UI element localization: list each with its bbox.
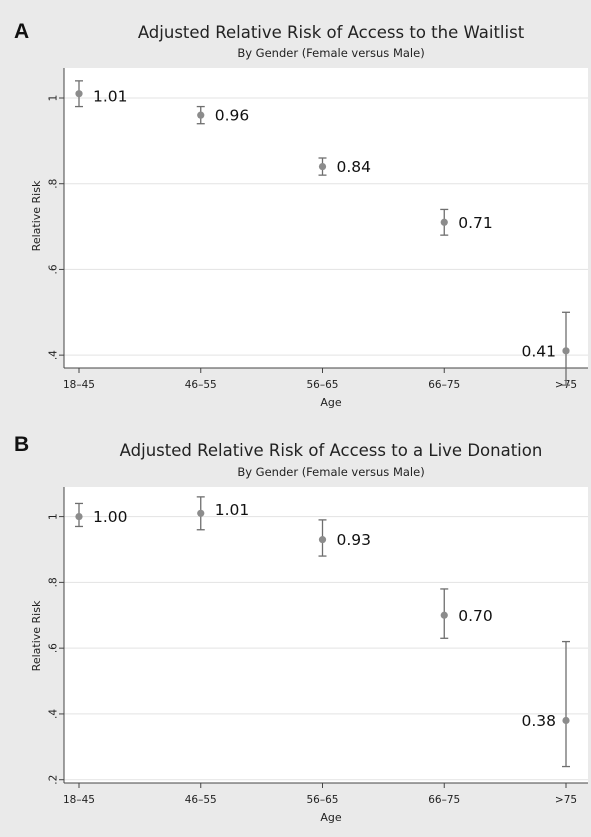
x-axis-label-a: Age: [320, 396, 342, 409]
x-tick-label-a-3: 66–75: [428, 379, 460, 391]
y-tick-label-a-1: .6: [48, 264, 60, 274]
data-point-b-3: [440, 611, 448, 619]
data-label-a-0: 1.01: [93, 87, 128, 105]
x-tick-label-a-2: 56–65: [307, 379, 339, 391]
data-point-b-0: [75, 513, 83, 521]
data-label-b-3: 0.70: [458, 607, 493, 625]
data-label-a-4: 0.41: [521, 342, 556, 360]
x-tick-label-b-0: 18–45: [63, 794, 95, 806]
x-tick-label-b-2: 56–65: [307, 794, 339, 806]
data-label-a-2: 0.84: [337, 158, 372, 176]
chart-subtitle-b: By Gender (Female versus Male): [237, 465, 424, 479]
y-tick-label-a-2: .8: [48, 179, 60, 189]
y-tick-label-b-4: 1: [48, 513, 60, 520]
x-tick-label-b-3: 66–75: [428, 794, 460, 806]
plot-area-b: [64, 487, 588, 783]
chart-title-a: Adjusted Relative Risk of Access to the …: [138, 23, 525, 42]
chart-subtitle-a: By Gender (Female versus Male): [237, 46, 424, 60]
data-point-a-4: [562, 347, 570, 355]
ci-bar-b-4: [562, 640, 570, 768]
data-label-b-1: 1.01: [215, 501, 250, 519]
y-axis-label-a: Relative Risk: [30, 180, 43, 251]
panel-a: A Adjusted Relative Risk of Access to th…: [14, 20, 588, 409]
y-tick-label-b-2: .6: [48, 643, 60, 653]
plot-area-a: [64, 68, 588, 368]
data-point-a-3: [440, 218, 448, 226]
data-label-b-0: 1.00: [93, 508, 128, 526]
y-tick-label-b-3: .8: [48, 577, 60, 587]
y-tick-label-a-0: .4: [48, 350, 60, 360]
panel-b: B Adjusted Relative Risk of Access to a …: [14, 433, 588, 824]
panel-letter-a: A: [14, 20, 29, 43]
x-tick-label-b-1: 46–55: [185, 794, 217, 806]
x-tick-label-b-4: >75: [555, 794, 577, 806]
data-label-b-2: 0.93: [337, 531, 372, 549]
y-tick-label-b-1: .4: [48, 709, 60, 719]
chart-title-b: Adjusted Relative Risk of Access to a Li…: [120, 441, 543, 460]
data-point-b-4: [562, 716, 570, 725]
x-tick-label-a-1: 46–55: [185, 379, 217, 391]
y-axis-label-b: Relative Risk: [30, 600, 43, 671]
x-tick-label-a-0: 18–45: [63, 379, 95, 391]
data-point-a-1: [197, 111, 205, 119]
data-point-a-2: [318, 162, 327, 171]
panel-letter-b: B: [14, 433, 29, 456]
y-tick-label-b-0: .2: [48, 775, 60, 785]
data-point-b-1: [197, 509, 205, 517]
data-label-a-1: 0.96: [215, 107, 250, 125]
data-point-b-2: [318, 536, 327, 544]
y-tick-label-a-3: 1: [48, 95, 60, 102]
data-label-b-4: 0.38: [521, 712, 556, 730]
data-label-a-3: 0.71: [458, 214, 493, 232]
data-point-a-0: [75, 90, 83, 98]
x-axis-label-b: Age: [320, 811, 342, 824]
